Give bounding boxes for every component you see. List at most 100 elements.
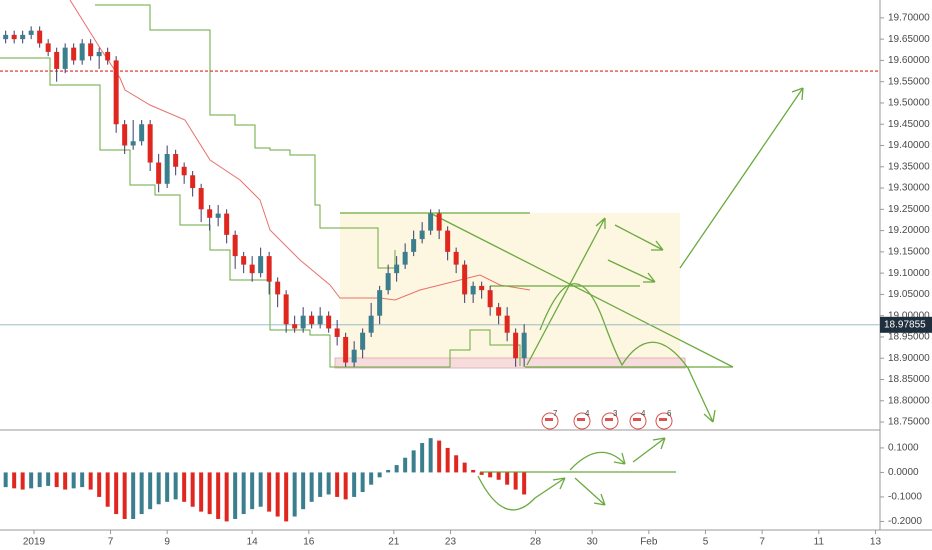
histogram-bar [54, 472, 59, 488]
y-tick-label: 19.00000 [888, 310, 930, 321]
range-box [340, 213, 680, 368]
histogram-bar [114, 472, 119, 515]
candle-body [71, 47, 77, 61]
candle-body [496, 307, 502, 316]
candle-body [317, 315, 323, 325]
candle-body [283, 294, 289, 325]
candle-body [105, 51, 111, 61]
histogram-bar [437, 440, 442, 473]
histogram-bar [488, 472, 493, 478]
middle-band [69, 0, 531, 301]
y-tick-label: 19.30000 [888, 183, 930, 194]
candle-body [385, 273, 391, 291]
event-count: 7 [553, 409, 558, 418]
candle-body [241, 256, 247, 265]
histogram-bar [80, 472, 85, 488]
event-count: 3 [613, 409, 618, 418]
histogram-bar [12, 472, 17, 489]
candle-body [411, 239, 417, 252]
candle-body [275, 281, 281, 295]
candle-body [334, 328, 340, 337]
candle-body [326, 315, 332, 329]
histogram-bar [301, 472, 306, 510]
x-tick-label: 13 [870, 537, 882, 548]
candle-body [470, 285, 476, 295]
y-tick-label: 0.0000 [888, 467, 919, 478]
event-flag-stripe [545, 418, 553, 421]
y-tick-label: 19.10000 [888, 268, 930, 279]
candle-body [88, 43, 94, 57]
histogram-bar [29, 472, 34, 489]
y-tick-label: 18.80000 [888, 395, 930, 406]
candle-body [79, 43, 85, 61]
candle-body [343, 336, 349, 363]
candle-body [156, 162, 162, 184]
y-tick-label: 18.90000 [888, 353, 930, 364]
histogram-bar [63, 472, 68, 490]
candle-body [402, 251, 408, 265]
histogram-bar [173, 472, 178, 500]
y-tick-label: 19.60000 [888, 55, 930, 66]
histogram-bar [165, 472, 170, 502]
candle-body [360, 332, 366, 350]
y-tick-label: 19.55000 [888, 76, 930, 87]
histogram-bar [233, 472, 238, 519]
histogram-bar [131, 472, 136, 519]
candle-body [266, 256, 272, 282]
histogram-bar [462, 462, 467, 473]
candle-body [130, 141, 136, 146]
histogram-bar [386, 469, 391, 473]
candle-body [28, 30, 34, 35]
y-tick-label: 19.25000 [888, 204, 930, 215]
candle-body [394, 264, 400, 274]
histogram-bar [403, 457, 408, 473]
histogram-bar [267, 472, 272, 512]
candle-body [164, 154, 170, 184]
candle-body [487, 290, 493, 308]
x-tick-label: 2019 [23, 537, 46, 548]
candle-body [428, 213, 434, 231]
last-price-label: 18.97855 [884, 319, 926, 330]
event-flag-stripe [633, 418, 641, 421]
event-flag-stripe [659, 418, 667, 421]
histogram-bar [156, 472, 161, 505]
histogram-bar [369, 472, 374, 485]
candle-body [198, 188, 204, 210]
histogram-bar [522, 472, 527, 495]
histogram-bar [496, 472, 501, 480]
x-tick-label: 16 [303, 537, 315, 548]
y-tick-label: 19.15000 [888, 247, 930, 258]
y-tick-label: 19.35000 [888, 161, 930, 172]
histogram-bar [148, 472, 153, 510]
y-tick-label: -0.1000 [888, 492, 922, 503]
candle-body [181, 166, 187, 176]
candle-body [377, 290, 383, 316]
candle-body [309, 315, 315, 325]
candle-body [513, 332, 519, 359]
x-tick-label: 7 [108, 537, 114, 548]
event-flag: 3 [601, 409, 619, 430]
candle-body [190, 175, 196, 189]
x-tick-label: 7 [759, 537, 765, 548]
histogram-bar [377, 472, 382, 478]
candle-body [113, 60, 119, 125]
candle-body [521, 332, 527, 359]
histogram-bar [224, 472, 229, 522]
candle-body [368, 315, 374, 333]
x-tick-label: 21 [388, 537, 400, 548]
histogram-bar [471, 469, 476, 473]
histogram-bar [454, 455, 459, 473]
histogram-bar [411, 450, 416, 473]
histogram-bar [182, 472, 187, 502]
candle-body [351, 349, 357, 363]
event-count: 6 [667, 409, 672, 418]
lower-band [0, 57, 521, 368]
candle-body [258, 256, 264, 274]
histogram-bar [445, 447, 450, 473]
candle-body [292, 324, 298, 329]
candle-body [300, 315, 306, 329]
histogram-bar [199, 472, 204, 512]
candle-body [232, 234, 238, 257]
histogram-bar [335, 472, 340, 497]
histogram-bar [241, 472, 246, 515]
